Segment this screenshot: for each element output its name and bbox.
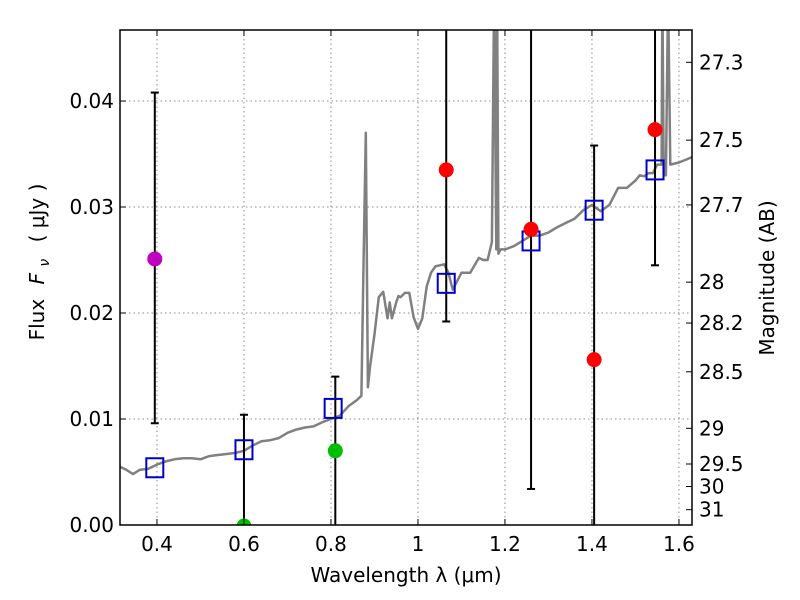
right-tick-label: 28.2 bbox=[699, 311, 744, 335]
right-tick-label: 27.7 bbox=[699, 193, 744, 217]
right-tick-label: 28.5 bbox=[699, 360, 744, 384]
data-point bbox=[647, 122, 663, 138]
y-tick-label: 0.02 bbox=[69, 301, 114, 325]
model-spectrum-line bbox=[120, 30, 692, 476]
y-axis-label: Flux F ν ( μJy ) bbox=[25, 184, 54, 341]
x-tick-label: 0.8 bbox=[315, 532, 347, 556]
right-tick-label: 27.3 bbox=[699, 50, 744, 74]
right-tick-label: 29 bbox=[699, 416, 724, 440]
y-axis-label-symbol: F bbox=[25, 272, 49, 284]
x-axis-label: Wavelength λ (μm) bbox=[310, 563, 501, 587]
plot-area bbox=[120, 30, 692, 525]
model-photometry-point bbox=[436, 272, 456, 294]
data-point bbox=[147, 251, 163, 267]
right-axis-label: Magnitude (AB) bbox=[755, 200, 779, 355]
right-tick-label: 27.5 bbox=[699, 128, 744, 152]
data-point bbox=[586, 352, 602, 368]
model-photometry-point bbox=[145, 457, 165, 479]
model-photometry-point bbox=[584, 199, 604, 221]
right-tick-label: 30 bbox=[699, 475, 724, 499]
x-tick-label: 1 bbox=[412, 532, 425, 556]
x-tick-label: 1.4 bbox=[576, 532, 608, 556]
model-photometry-point bbox=[234, 439, 254, 461]
x-tick-label: 1.2 bbox=[489, 532, 521, 556]
data-point bbox=[327, 443, 343, 459]
y-tick-label: 0.04 bbox=[69, 89, 114, 113]
y-tick-label: 0.03 bbox=[69, 195, 114, 219]
y-axis-label-prefix: Flux bbox=[25, 299, 49, 341]
right-tick-label: 28 bbox=[699, 270, 724, 294]
model-photometry-point bbox=[645, 159, 665, 181]
y-tick-label: 0.01 bbox=[69, 407, 114, 431]
y-tick-label: 0.00 bbox=[69, 513, 114, 537]
model-photometry-point bbox=[323, 397, 343, 419]
y-axis-label-unit: ( μJy ) bbox=[25, 184, 49, 243]
grid-lines bbox=[120, 30, 692, 526]
axes-ticks: 0.4 0.6 0.8 1 1.2 1.4 1.6 0.00 0.01 0.02 0.03 0.04 2… bbox=[69, 30, 744, 556]
plot-frame bbox=[119, 29, 693, 526]
right-tick-label: 31 bbox=[699, 498, 724, 522]
right-tick-label: 29.5 bbox=[699, 452, 744, 476]
x-tick-label: 0.4 bbox=[141, 532, 173, 556]
x-tick-label: 1.6 bbox=[663, 532, 695, 556]
data-point bbox=[438, 162, 454, 178]
x-tick-label: 0.6 bbox=[228, 532, 260, 556]
y-axis-label-subscript: ν bbox=[37, 259, 53, 267]
data-point bbox=[523, 221, 539, 237]
